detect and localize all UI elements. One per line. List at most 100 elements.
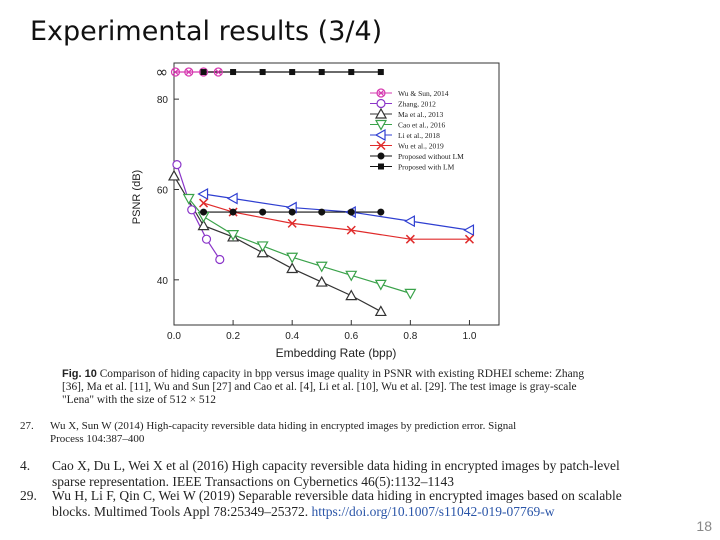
- data-point: [374, 119, 388, 131]
- figure-caption: Fig. 10 Comparison of hiding capacity in…: [62, 368, 602, 407]
- slide-number: 18: [696, 518, 712, 534]
- data-point: [376, 88, 386, 98]
- data-point: [377, 208, 385, 216]
- y-tick-label: 60: [157, 185, 169, 196]
- data-point: [170, 67, 181, 77]
- data-point: [286, 252, 299, 264]
- marker-circle: [184, 67, 194, 77]
- data-point: [348, 69, 355, 76]
- data-point: [345, 289, 358, 301]
- legend-label: Wu & Sun, 2014: [398, 89, 449, 98]
- data-point: [287, 218, 297, 228]
- y-tick-infinity-label: ∞: [156, 63, 169, 81]
- series-line: [203, 202, 470, 240]
- data-point: [405, 234, 415, 244]
- slide-title: Experimental results (3/4): [30, 16, 383, 47]
- data-point: [376, 98, 386, 109]
- y-axis-label: PSNR (dB): [131, 170, 143, 224]
- data-point: [345, 270, 358, 282]
- marker-cross: [185, 68, 193, 76]
- legend-label: Wu et al., 2019: [398, 142, 444, 151]
- data-point: [200, 69, 207, 76]
- reference-text-line2: blocks. Multimed Tools Appl 78:25349–253…: [52, 504, 309, 519]
- reference-text-line1: Cao X, Du L, Wei X et al (2016) High cap…: [52, 458, 620, 473]
- marker-circle: [170, 67, 181, 77]
- y-tick-label: 80: [157, 95, 169, 106]
- data-point: [289, 69, 296, 76]
- y-tick-label: 40: [157, 276, 169, 287]
- caption-label: Fig. 10: [62, 368, 97, 380]
- data-point: [213, 67, 223, 77]
- data-point: [259, 69, 266, 76]
- reference-text-line2: Process 104:387–400: [50, 433, 145, 445]
- reference-number: 27.: [20, 420, 34, 432]
- legend-label: Cao et al., 2016: [398, 121, 446, 130]
- x-tick-label: 0.4: [285, 331, 299, 342]
- marker-circle: [198, 67, 209, 77]
- caption-text: Comparison of hiding capacity in bpp ver…: [62, 368, 585, 406]
- data-point: [404, 215, 415, 228]
- legend-label: Ma et al., 2013: [398, 110, 443, 119]
- data-point: [256, 246, 269, 258]
- data-point: [197, 219, 210, 231]
- marker-circle: [213, 67, 223, 77]
- doi-link[interactable]: https://doi.org/10.1007/s11042-019-07769…: [311, 504, 555, 519]
- legend-label: Li et al., 2018: [398, 131, 440, 140]
- marker-cross: [214, 68, 222, 76]
- x-tick-label: 0.6: [344, 331, 358, 342]
- data-point: [374, 279, 387, 291]
- data-point: [187, 205, 197, 215]
- data-point: [184, 67, 194, 77]
- legend-label: Proposed with LM: [398, 163, 455, 172]
- data-point: [347, 208, 355, 216]
- data-point: [199, 198, 209, 208]
- x-tick-label: 0.0: [167, 331, 181, 342]
- x-tick-label: 1.0: [463, 331, 477, 342]
- reference-text-line2: sparse representation. IEEE Transactions…: [52, 474, 455, 489]
- reference-text-line1: Wu X, Sun W (2014) High-capacity reversi…: [50, 420, 517, 432]
- axis-ticks: 0.0 0.2 0.4 0.6 0.8 1.0 40 60 80 ∞: [156, 63, 477, 342]
- data-point: [318, 69, 325, 76]
- psnr-line-chart: 0.0 0.2 0.4 0.6 0.8 1.0 40 60 80 ∞ Wu & Sun, 2014…: [131, 62, 500, 360]
- reference-text-line2-wrap: blocks. Multimed Tools Appl 78:25349–253…: [52, 504, 554, 520]
- data-point: [215, 254, 225, 265]
- data-point: [378, 163, 384, 170]
- series-line: [173, 175, 382, 312]
- data-point: [376, 140, 386, 151]
- marker-cross: [377, 89, 385, 97]
- data-point: [200, 208, 208, 216]
- data-point: [315, 275, 328, 287]
- reference-text-line1: Wu H, Li F, Qin C, Wei W (2019) Separabl…: [52, 488, 622, 503]
- data-point: [377, 152, 385, 160]
- x-tick-label: 0.2: [226, 331, 240, 342]
- data-point: [201, 234, 212, 244]
- data-point: [318, 208, 326, 216]
- data-point: [197, 187, 209, 201]
- data-point: [229, 208, 237, 216]
- data-point: [230, 69, 237, 76]
- legend-label: Proposed without LM: [398, 152, 464, 161]
- marker-circle: [376, 88, 386, 98]
- x-axis-label: Embedding Rate (bpp): [276, 346, 397, 360]
- series-line: [176, 164, 221, 260]
- data-point: [226, 192, 238, 205]
- data-point: [346, 225, 356, 235]
- data-point: [315, 261, 328, 273]
- data-point: [172, 160, 182, 170]
- marker-cross: [172, 68, 179, 76]
- data-point: [463, 224, 475, 237]
- data-point: [374, 305, 387, 317]
- plot-area: [173, 62, 500, 326]
- reference-number: 4.: [20, 458, 31, 473]
- data-point: [259, 208, 267, 216]
- data-point: [377, 69, 384, 76]
- data-point: [464, 234, 474, 244]
- data-point: [167, 169, 181, 181]
- legend-label: Zhang, 2012: [398, 100, 436, 109]
- series-markers: [167, 67, 475, 317]
- reference-number: 29.: [20, 488, 37, 503]
- data-point: [374, 128, 386, 142]
- x-tick-label: 0.8: [403, 331, 417, 342]
- data-point: [256, 241, 269, 253]
